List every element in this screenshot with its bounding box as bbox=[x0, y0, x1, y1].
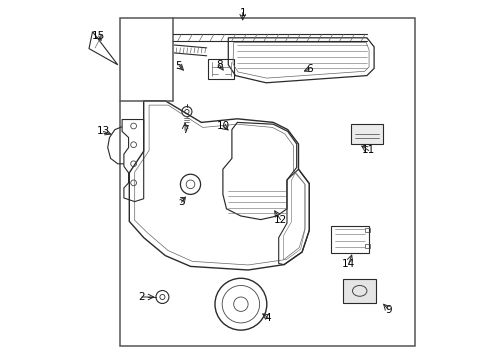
Text: 6: 6 bbox=[305, 64, 312, 74]
Text: 13: 13 bbox=[97, 126, 110, 136]
Text: 5: 5 bbox=[175, 60, 182, 71]
FancyBboxPatch shape bbox=[343, 279, 375, 303]
Text: 10: 10 bbox=[216, 121, 229, 131]
Text: 14: 14 bbox=[342, 258, 355, 269]
Text: 4: 4 bbox=[264, 312, 271, 323]
Text: 1: 1 bbox=[239, 8, 245, 18]
Text: 3: 3 bbox=[178, 197, 184, 207]
Text: 2: 2 bbox=[138, 292, 145, 302]
Text: 7: 7 bbox=[182, 125, 188, 135]
Text: 15: 15 bbox=[92, 31, 105, 41]
Text: 9: 9 bbox=[385, 305, 391, 315]
FancyBboxPatch shape bbox=[350, 124, 382, 144]
Text: 8: 8 bbox=[216, 60, 222, 70]
Text: 12: 12 bbox=[273, 215, 286, 225]
Text: 11: 11 bbox=[361, 145, 375, 156]
